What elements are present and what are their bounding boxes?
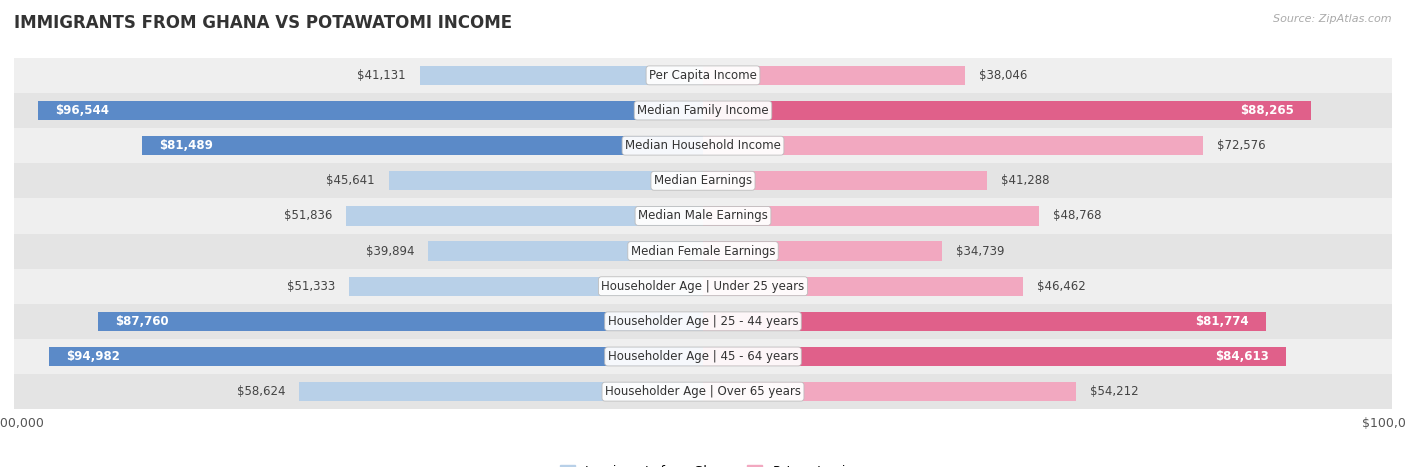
- Bar: [703, 311, 1267, 331]
- Text: Median Female Earnings: Median Female Earnings: [631, 245, 775, 258]
- Text: $81,774: $81,774: [1195, 315, 1249, 328]
- Text: $96,544: $96,544: [55, 104, 110, 117]
- Bar: [429, 241, 703, 261]
- Bar: [142, 136, 703, 156]
- Text: $45,641: $45,641: [326, 174, 375, 187]
- Text: Householder Age | 25 - 44 years: Householder Age | 25 - 44 years: [607, 315, 799, 328]
- Text: $51,836: $51,836: [284, 209, 332, 222]
- Bar: [14, 58, 1392, 93]
- Bar: [299, 382, 703, 401]
- Bar: [419, 66, 703, 85]
- Text: Median Male Earnings: Median Male Earnings: [638, 209, 768, 222]
- Bar: [703, 101, 1310, 120]
- Text: IMMIGRANTS FROM GHANA VS POTAWATOMI INCOME: IMMIGRANTS FROM GHANA VS POTAWATOMI INCO…: [14, 14, 512, 32]
- Bar: [14, 198, 1392, 234]
- Text: $87,760: $87,760: [115, 315, 169, 328]
- Bar: [349, 276, 703, 296]
- Text: $54,212: $54,212: [1090, 385, 1139, 398]
- Text: $39,894: $39,894: [366, 245, 415, 258]
- Text: $46,462: $46,462: [1036, 280, 1085, 293]
- Legend: Immigrants from Ghana, Potawatomi: Immigrants from Ghana, Potawatomi: [555, 460, 851, 467]
- Bar: [703, 136, 1204, 156]
- Bar: [703, 347, 1286, 366]
- Bar: [14, 128, 1392, 163]
- Bar: [38, 101, 703, 120]
- Text: $84,613: $84,613: [1215, 350, 1268, 363]
- Text: $72,576: $72,576: [1216, 139, 1265, 152]
- Text: $58,624: $58,624: [236, 385, 285, 398]
- Text: Per Capita Income: Per Capita Income: [650, 69, 756, 82]
- Bar: [346, 206, 703, 226]
- Text: Median Earnings: Median Earnings: [654, 174, 752, 187]
- Text: $94,982: $94,982: [66, 350, 120, 363]
- Bar: [703, 206, 1039, 226]
- Bar: [14, 93, 1392, 128]
- Bar: [388, 171, 703, 191]
- Text: Householder Age | 45 - 64 years: Householder Age | 45 - 64 years: [607, 350, 799, 363]
- Bar: [14, 234, 1392, 269]
- Bar: [14, 339, 1392, 374]
- Text: $34,739: $34,739: [956, 245, 1005, 258]
- Text: $81,489: $81,489: [159, 139, 212, 152]
- Text: $41,131: $41,131: [357, 69, 406, 82]
- Bar: [49, 347, 703, 366]
- Text: Householder Age | Under 25 years: Householder Age | Under 25 years: [602, 280, 804, 293]
- Bar: [98, 311, 703, 331]
- Text: $88,265: $88,265: [1240, 104, 1294, 117]
- Bar: [703, 241, 942, 261]
- Text: Median Family Income: Median Family Income: [637, 104, 769, 117]
- Bar: [14, 163, 1392, 198]
- Bar: [703, 171, 987, 191]
- Bar: [703, 66, 965, 85]
- Bar: [14, 374, 1392, 409]
- Text: Householder Age | Over 65 years: Householder Age | Over 65 years: [605, 385, 801, 398]
- Text: Median Household Income: Median Household Income: [626, 139, 780, 152]
- Text: $38,046: $38,046: [979, 69, 1028, 82]
- Bar: [14, 304, 1392, 339]
- Text: $48,768: $48,768: [1053, 209, 1101, 222]
- Text: Source: ZipAtlas.com: Source: ZipAtlas.com: [1274, 14, 1392, 24]
- Text: $51,333: $51,333: [287, 280, 336, 293]
- Bar: [703, 382, 1077, 401]
- Bar: [703, 276, 1024, 296]
- Bar: [14, 269, 1392, 304]
- Text: $41,288: $41,288: [1001, 174, 1050, 187]
